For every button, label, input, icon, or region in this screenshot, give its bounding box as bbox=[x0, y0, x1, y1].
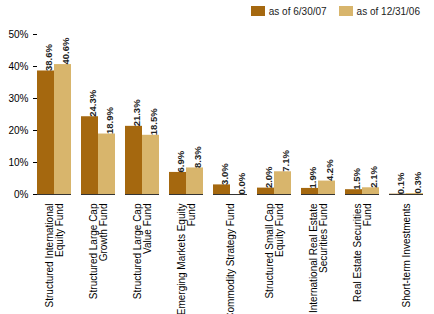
svg-text:4.2%: 4.2% bbox=[324, 159, 335, 181]
svg-text:40.6%: 40.6% bbox=[60, 37, 71, 64]
svg-text:50%: 50% bbox=[8, 29, 28, 40]
svg-text:Structured InternationalEquity: Structured InternationalEquity Fund bbox=[44, 204, 66, 308]
svg-text:0.0%: 0.0% bbox=[236, 172, 247, 194]
svg-text:1.9%: 1.9% bbox=[307, 166, 318, 188]
svg-text:Emerging Markets EquityFund: Emerging Markets EquityFund bbox=[176, 204, 198, 314]
svg-text:8.3%: 8.3% bbox=[192, 146, 203, 168]
svg-text:2.0%: 2.0% bbox=[263, 166, 274, 188]
svg-text:7.1%: 7.1% bbox=[280, 150, 291, 172]
svg-text:Structured Small CapEquity Fun: Structured Small CapEquity Fund bbox=[264, 203, 286, 298]
svg-text:21.3%: 21.3% bbox=[131, 99, 142, 126]
svg-text:20%: 20% bbox=[8, 125, 28, 136]
svg-text:0%: 0% bbox=[14, 189, 29, 200]
svg-text:2.1%: 2.1% bbox=[368, 166, 379, 188]
svg-text:0.3%: 0.3% bbox=[412, 171, 423, 193]
svg-text:40%: 40% bbox=[8, 61, 28, 72]
svg-text:10%: 10% bbox=[8, 157, 28, 168]
svg-text:30%: 30% bbox=[8, 93, 28, 104]
svg-text:18.5%: 18.5% bbox=[148, 108, 159, 135]
svg-text:International Real EstateSecur: International Real EstateSecurities Fund bbox=[308, 203, 330, 313]
svg-text:1.5%: 1.5% bbox=[351, 167, 362, 189]
svg-text:38.6%: 38.6% bbox=[43, 43, 54, 70]
svg-text:3.0%: 3.0% bbox=[219, 163, 230, 185]
svg-text:Structured Large CapValue Fund: Structured Large CapValue Fund bbox=[132, 203, 154, 299]
svg-text:6.9%: 6.9% bbox=[175, 150, 186, 172]
html-text:as of 12/31/06: as of 12/31/06 bbox=[356, 5, 420, 17]
svg-text:24.3%: 24.3% bbox=[87, 89, 98, 116]
svg-text:Short-term Investments: Short-term Investments bbox=[401, 204, 412, 308]
svg-text:Commodity Strategy Fund: Commodity Strategy Fund bbox=[225, 204, 236, 314]
svg-text:Structured Large CapGrowth Fun: Structured Large CapGrowth Fund bbox=[88, 203, 110, 299]
svg-text:18.9%: 18.9% bbox=[104, 107, 115, 134]
svg-text:Real Estate SecuritiesFund: Real Estate SecuritiesFund bbox=[352, 204, 374, 302]
svg-text:0.1%: 0.1% bbox=[395, 172, 406, 194]
html-text:as of 6/30/07: as of 6/30/07 bbox=[268, 5, 327, 17]
